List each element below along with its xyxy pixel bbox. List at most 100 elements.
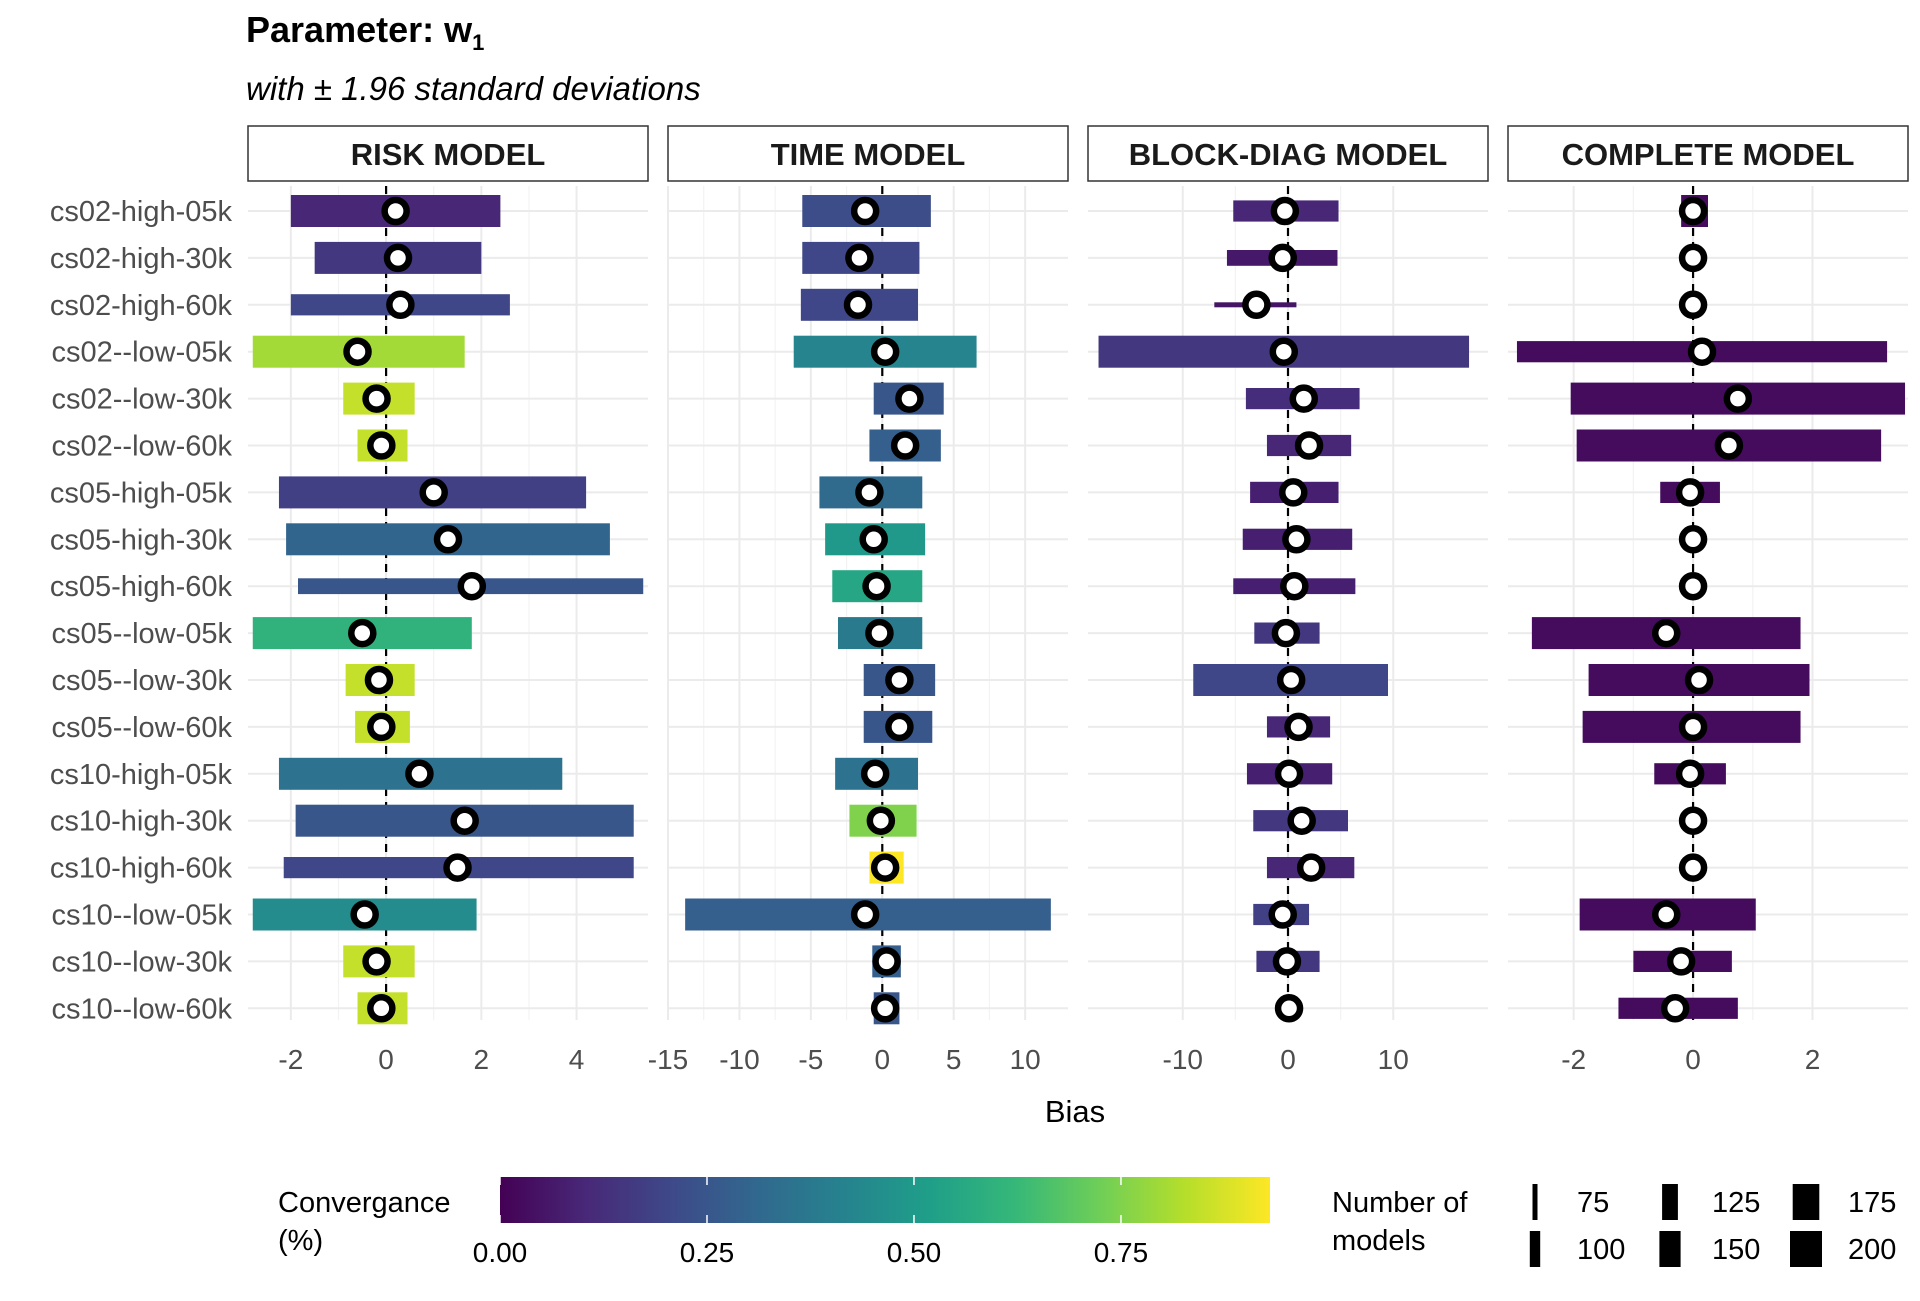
bias-point <box>1296 853 1326 882</box>
x-tick-label: 0 <box>378 1044 394 1075</box>
bias-point <box>870 853 900 882</box>
row-label: cs05-high-05k <box>50 477 233 509</box>
bias-point <box>850 900 880 929</box>
bias-point <box>383 243 413 273</box>
bias-point <box>457 571 487 601</box>
x-tick-label: 0 <box>1685 1044 1701 1075</box>
bias-point <box>895 384 924 413</box>
size-key-label: 75 <box>1577 1187 1609 1219</box>
bias-point <box>1272 947 1302 976</box>
legend-size: Number of models 75 100 125 150 175 200 <box>1332 1184 1896 1267</box>
x-tick-label: 0 <box>874 1044 890 1075</box>
bias-point <box>1274 759 1304 789</box>
bias-point <box>1284 712 1313 742</box>
panel-0: RISK MODEL -2 0 2 4 <box>247 125 649 1075</box>
bias-point <box>862 571 891 601</box>
x-tick-label: -5 <box>798 1044 823 1075</box>
bias-point <box>1678 853 1708 882</box>
bias-point <box>1276 665 1306 695</box>
row-label: cs02-high-05k <box>50 196 233 228</box>
bias-point <box>870 994 900 1023</box>
size-key <box>1532 1184 1538 1220</box>
bias-point <box>381 196 410 226</box>
bias-point <box>1294 431 1324 460</box>
bias-point <box>1282 525 1311 554</box>
bias-point <box>1271 618 1301 648</box>
bias-point <box>1269 337 1299 366</box>
chart-subtitle: with ± 1.96 standard deviations <box>246 70 701 107</box>
size-key-label: 175 <box>1848 1187 1896 1219</box>
row-label: cs10-high-60k <box>50 853 233 885</box>
bias-point <box>1687 337 1717 366</box>
legend-convergence-title: Convergance <box>278 1187 451 1219</box>
row-label: cs05-high-60k <box>50 571 233 603</box>
bias-point <box>433 525 463 554</box>
panel-strip <box>1507 125 1909 182</box>
bias-point <box>364 665 394 695</box>
panel-strip-label: COMPLETE MODEL <box>1562 137 1855 172</box>
bias-point <box>1723 384 1753 413</box>
bias-point <box>1268 900 1297 929</box>
bias-point <box>855 478 884 507</box>
bias-point <box>850 196 880 226</box>
chart-title-subscript: 1 <box>472 30 484 55</box>
bias-point <box>1651 900 1681 929</box>
x-tick-label: 4 <box>569 1044 585 1075</box>
legend-convergence: Convergance (%) 0.00 0.25 0.50 0.75 <box>278 1177 1270 1268</box>
bias-point <box>1684 665 1714 695</box>
row-label: cs10-high-05k <box>50 759 233 791</box>
row-label: cs05--low-05k <box>52 618 233 650</box>
row-label: cs10-high-30k <box>50 806 233 838</box>
bias-point <box>1678 571 1708 601</box>
x-tick-label: 2 <box>1805 1044 1821 1075</box>
bias-point <box>1289 384 1319 413</box>
x-tick-label: 10 <box>1378 1044 1409 1075</box>
bias-point <box>362 384 391 413</box>
panel-1: TIME MODEL -15 -10 -5 0 5 10 <box>648 125 1069 1075</box>
x-axis-title: Bias <box>1045 1094 1105 1129</box>
row-label: cs02-high-60k <box>50 290 233 322</box>
panel-strip-label: TIME MODEL <box>771 137 966 172</box>
x-tick-label: 0 <box>1280 1044 1296 1075</box>
bias-point <box>1287 806 1316 835</box>
bias-point <box>1279 478 1308 507</box>
bias-point <box>367 712 396 742</box>
panel-3: COMPLETE MODEL -2 0 2 <box>1507 125 1909 1075</box>
legend-convergence-title-2: (%) <box>278 1225 323 1257</box>
bias-point <box>1714 431 1744 460</box>
legend-size-title-2: models <box>1332 1225 1426 1257</box>
row-label: cs05-high-30k <box>50 524 233 556</box>
bias-point <box>865 618 894 648</box>
row-label: cs10--low-30k <box>52 946 233 978</box>
bias-point <box>845 243 874 273</box>
row-labels-group: cs02-high-05k cs02-high-30k cs02-high-60k c… <box>50 196 233 1025</box>
bias-point <box>1678 806 1708 835</box>
panel-strip <box>247 125 649 182</box>
x-tick-label: -10 <box>1163 1044 1203 1075</box>
x-tick-label: 10 <box>1010 1044 1041 1075</box>
x-tick-label: 5 <box>946 1044 962 1075</box>
size-key-label: 200 <box>1848 1234 1896 1266</box>
bias-point <box>860 759 890 789</box>
row-label: cs10--low-60k <box>52 993 233 1025</box>
bias-point <box>1274 994 1304 1023</box>
bias-point <box>1242 290 1271 320</box>
row-label: cs05--low-30k <box>52 665 233 697</box>
bias-point <box>1675 759 1705 789</box>
bias-point <box>348 618 377 648</box>
row-label: cs10--low-05k <box>52 900 233 932</box>
bias-point <box>450 806 479 835</box>
bias-point <box>350 900 379 929</box>
bias-point <box>1678 196 1708 226</box>
chart-title-main: Parameter: w <box>246 9 473 50</box>
colorbar-tick-label: 0.00 <box>473 1237 528 1268</box>
bias-point <box>1660 994 1690 1023</box>
bias-point <box>1280 571 1309 601</box>
panel-strip-label: BLOCK-DIAG MODEL <box>1129 137 1448 172</box>
size-key-label: 125 <box>1712 1187 1760 1219</box>
bias-point <box>1270 196 1300 226</box>
bias-point <box>885 712 914 742</box>
legend-size-title: Number of <box>1332 1187 1468 1219</box>
panel-strip-label: RISK MODEL <box>351 137 546 172</box>
